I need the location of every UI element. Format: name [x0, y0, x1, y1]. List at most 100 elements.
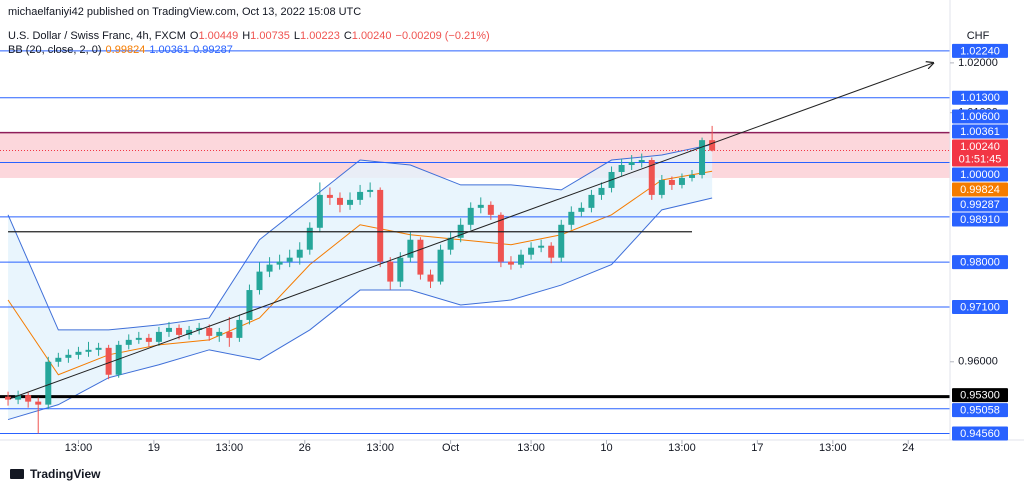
candle-body	[357, 191, 364, 200]
x-tick-label: Oct	[442, 442, 459, 454]
candle-body	[5, 396, 12, 400]
ohlc-value: 1.00735	[250, 30, 290, 42]
candle-body	[638, 160, 645, 163]
price-label: 1.00240	[960, 141, 1000, 153]
candle-body	[165, 327, 172, 332]
price-label: 1.00361	[960, 126, 1000, 138]
candle-body	[186, 329, 193, 335]
plot-area	[0, 50, 950, 435]
candle-body	[648, 160, 655, 195]
price-label-box	[952, 426, 1008, 441]
candle-body	[55, 357, 62, 362]
candle-body	[678, 177, 685, 185]
y-tick-label: 0.96000	[958, 356, 998, 368]
indicator: BB (20, close, 2, 0) 0.99824 1.00361 0.9928…	[8, 44, 233, 56]
candle-body	[618, 165, 625, 172]
ohlc-label: C	[344, 30, 352, 42]
candle-body	[266, 264, 273, 272]
x-tick-label: 26	[299, 442, 311, 454]
price-label-box	[952, 139, 1008, 167]
candle-body	[347, 199, 354, 205]
x-tick-label: 17	[751, 442, 763, 454]
x-tick-label: 19	[148, 442, 160, 454]
ohlc-value: 1.00223	[300, 30, 340, 42]
price-label: 0.99287	[960, 199, 1000, 211]
candle-body	[447, 237, 454, 250]
candle-body	[105, 347, 112, 375]
candle-body	[216, 331, 223, 336]
candle-body	[699, 140, 706, 175]
candle-body	[417, 239, 424, 275]
y-tick-label: 1.02000	[958, 57, 998, 69]
candle-body	[518, 254, 525, 265]
price-label: 0.95300	[960, 390, 1000, 402]
candle-body	[538, 245, 545, 248]
price-label: 1.02240	[960, 45, 1000, 57]
price-label-box	[952, 403, 1008, 418]
price-label-box	[952, 212, 1008, 227]
zone	[0, 132, 950, 178]
candle-body	[316, 194, 323, 228]
x-tick-label: 10	[600, 442, 612, 454]
candle-body	[276, 261, 283, 265]
candle-body	[628, 162, 635, 166]
candle-body	[548, 245, 555, 258]
candle-body	[145, 337, 152, 342]
ohlc-value: 1.00240	[352, 30, 392, 42]
candle-body	[65, 354, 72, 358]
symbol: U.S. Dollar / Swiss Franc, 4h, FXCM O1.00…	[8, 30, 490, 42]
ohlc-value: 1.00449	[198, 30, 238, 42]
x-tick-label: 13:00	[366, 442, 394, 454]
price-label-box	[952, 255, 1008, 270]
candle-body	[528, 247, 535, 255]
indicator-value: 0.99824	[106, 44, 146, 56]
ohlc-label: L	[294, 30, 300, 42]
publish-line: michaelfaniyi42 published on TradingView…	[8, 6, 361, 18]
candle-body	[588, 194, 595, 208]
candle-body	[35, 401, 42, 405]
candle-body	[75, 351, 82, 355]
trend-line	[9, 63, 933, 400]
ohlc-label: H	[242, 30, 250, 42]
candle-body	[568, 211, 575, 225]
band-line	[7, 144, 713, 331]
symbol-name: U.S. Dollar / Swiss Franc, 4h, FXCM	[8, 30, 186, 42]
price-label-box	[952, 299, 1008, 314]
candle-body	[25, 395, 32, 402]
candle-body	[306, 227, 313, 250]
x-tick-label: 13:00	[819, 442, 847, 454]
change: −0.00209 (−0.21%)	[396, 30, 490, 42]
candle-body	[15, 395, 22, 400]
price-label: 1.00000	[960, 169, 1000, 181]
candle-body	[226, 331, 233, 338]
price-label-box	[952, 43, 1008, 58]
candle-body	[507, 261, 514, 265]
price-label: 0.98000	[960, 257, 1000, 269]
candle-body	[598, 187, 605, 195]
candle-body	[427, 274, 434, 282]
price-label: 0.95058	[960, 405, 1000, 417]
ohlc-label: O	[190, 30, 199, 42]
x-tick-label: 13:00	[517, 442, 545, 454]
candle-body	[558, 224, 565, 258]
currency: CHF	[967, 30, 990, 42]
candle-body	[236, 319, 243, 338]
candle-body	[296, 249, 303, 258]
candle-body	[196, 327, 203, 330]
x-tick-label: 24	[902, 442, 914, 454]
price-label-box	[952, 388, 1008, 403]
candle-body	[407, 239, 414, 258]
candle-body	[487, 204, 494, 215]
candle-body	[326, 194, 333, 198]
logo: TradingView	[10, 467, 101, 481]
price-label: 1.00600	[960, 111, 1000, 123]
candle-body	[246, 290, 253, 320]
ohlc: O1.00449 H1.00735 L1.00223 C1.00240	[190, 30, 392, 42]
price-label-box	[952, 109, 1008, 124]
price-label-box	[952, 167, 1008, 182]
candle-body	[497, 214, 504, 262]
candle-body	[668, 179, 675, 185]
candle-body	[387, 261, 394, 282]
